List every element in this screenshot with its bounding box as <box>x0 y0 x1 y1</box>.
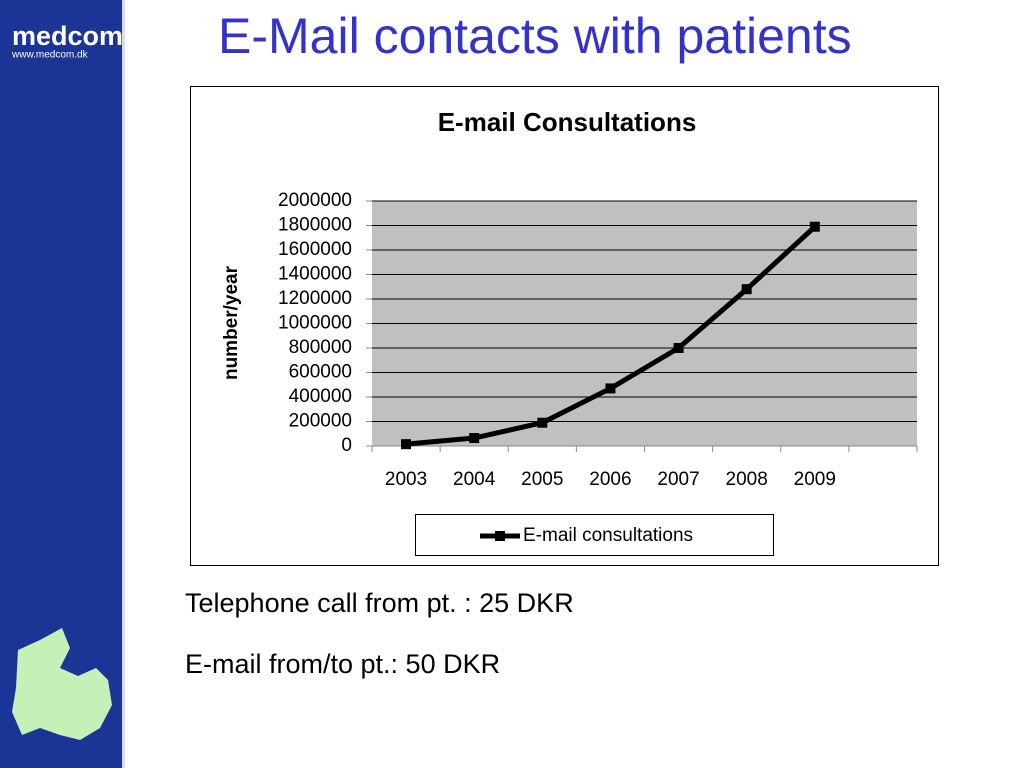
x-tick-label: 2007 <box>657 469 699 490</box>
point-marker <box>401 439 412 450</box>
y-tick-label: 200000 <box>289 411 352 432</box>
point-marker <box>741 284 752 295</box>
legend-marker <box>495 531 505 541</box>
y-tick-label: 400000 <box>289 386 352 407</box>
bullet: E-mail from/to pt.: 50 DKR <box>185 649 500 679</box>
y-tick-label: 1200000 <box>278 288 352 309</box>
x-tick-label: 2009 <box>794 469 836 490</box>
point-marker <box>469 433 480 444</box>
legend-label: E-mail consultations <box>523 525 693 546</box>
point-marker <box>537 417 548 428</box>
y-axis-label: number/year <box>221 265 242 380</box>
point-marker <box>673 343 684 353</box>
y-tick-label: 1800000 <box>278 215 352 236</box>
map <box>12 628 112 740</box>
point-marker <box>809 221 820 232</box>
x-tick-label: 2003 <box>385 469 427 490</box>
y-tick-label: 1000000 <box>278 313 352 334</box>
logo: medcom <box>12 21 123 51</box>
bullet: Telephone call from pt. : 25 DKR <box>185 588 574 618</box>
y-tick-label: 0 <box>341 435 352 456</box>
y-tick-label: 1600000 <box>278 239 352 260</box>
x-tick-label: 2005 <box>521 469 563 490</box>
y-tick-label: 2000000 <box>278 190 352 211</box>
chart-title: E-mail Consultations <box>438 107 697 137</box>
y-tick-label: 800000 <box>289 337 352 358</box>
legend-items: E-mail consultations <box>480 525 693 546</box>
slide-title: E-Mail contacts with patients <box>218 8 852 64</box>
point-marker <box>605 383 616 394</box>
sidebar-edge <box>122 0 125 768</box>
y-tick-label: 1400000 <box>278 264 352 285</box>
legend <box>415 514 774 556</box>
x-tick-label: 2004 <box>453 469 496 490</box>
y-tick-label: 600000 <box>289 362 352 383</box>
x-tick-label: 2006 <box>589 469 631 490</box>
logo-url: www.medcom.dk <box>11 50 89 61</box>
x-tick-label: 2008 <box>726 469 768 490</box>
